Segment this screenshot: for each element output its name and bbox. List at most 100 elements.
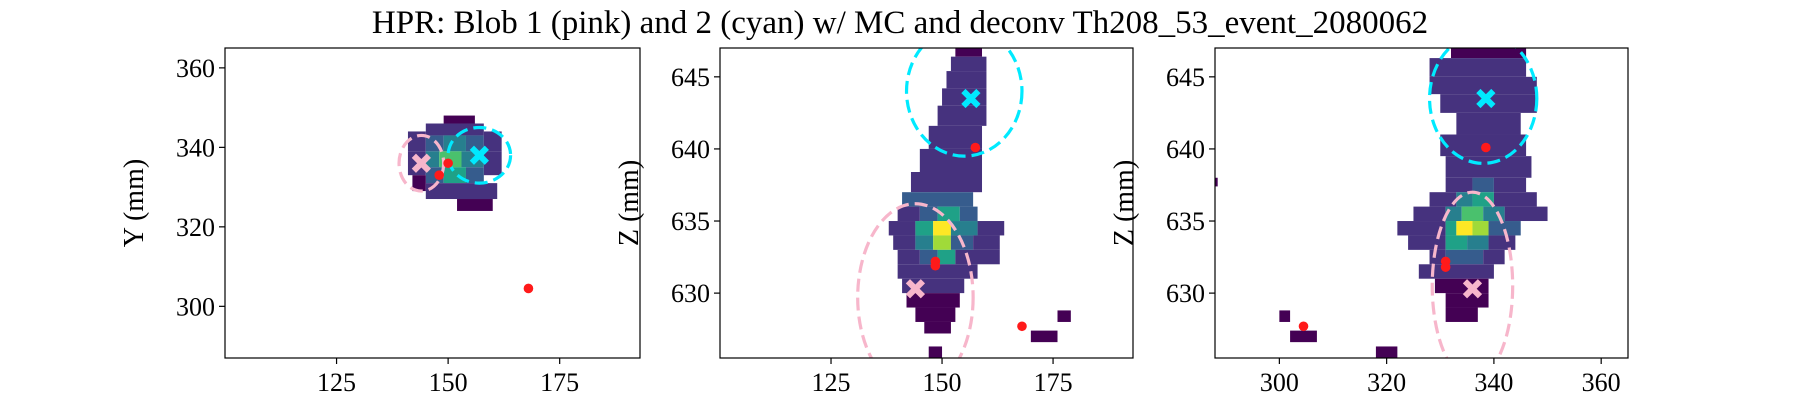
x-tick-label: 340 [1474, 368, 1513, 397]
plot-area [1215, 48, 1548, 358]
figure-title: HPR: Blob 1 (pink) and 2 (cyan) w/ MC an… [372, 5, 1428, 41]
heatmap-cell [959, 206, 978, 222]
heatmap-cell [1030, 330, 1058, 343]
heatmap-cell [483, 131, 502, 152]
y-axis-label: Z (mm) [1109, 160, 1140, 246]
y-tick-label: 640 [671, 135, 710, 164]
y-tick-label: 640 [1166, 135, 1205, 164]
heatmap-cell [946, 71, 987, 89]
heatmap-cell [1413, 206, 1446, 222]
mc-point [930, 260, 941, 271]
subplots: 125 150 175 300 320 340 360 Y (mm) 125 150 175 630 6… [119, 47, 1629, 397]
heatmap-cell [1397, 221, 1446, 236]
heatmap-cell [928, 125, 983, 149]
heatmap-cell [1483, 249, 1505, 265]
heatmap-cell [973, 235, 1000, 250]
heatmap-cell [1057, 310, 1071, 322]
x-tick-label: 175 [1034, 368, 1073, 397]
heatmap-cell [1488, 235, 1516, 250]
y-axis-label: Y (mm) [119, 159, 150, 247]
x-tick-label: 175 [540, 368, 579, 397]
mc-point [970, 142, 981, 153]
blob1-marker [905, 279, 926, 299]
y-axis-label: Z (mm) [614, 160, 645, 246]
heatmap-cell [897, 206, 920, 222]
heatmap-cell [937, 105, 987, 126]
mc-point [1298, 321, 1309, 332]
heatmap-cell [425, 123, 484, 136]
blob1-marker [1462, 279, 1483, 299]
axes-frame [719, 47, 1134, 359]
heatmap-cell [937, 206, 960, 222]
heatmap-cell [1429, 58, 1527, 77]
y-tick-label: 300 [176, 292, 215, 321]
heatmap-cell [924, 321, 951, 334]
heatmap-cell [1290, 330, 1317, 343]
heatmap-cell [1445, 307, 1478, 322]
heatmap-cell [425, 183, 498, 200]
subplot-1: 125 150 175 300 320 340 360 Y (mm) [119, 47, 641, 397]
y-tick-label: 320 [176, 213, 215, 242]
mc-point [523, 283, 534, 294]
y-tick-label: 630 [1166, 279, 1205, 308]
plot-area [397, 115, 534, 294]
blob2-marker [1476, 88, 1496, 109]
blob1-ellipse [1430, 190, 1515, 358]
heatmap-cell [1445, 235, 1468, 250]
y-tick-label: 645 [671, 63, 710, 92]
subplot-3: 300 320 340 360 630 635 640 645 Z (mm) [1109, 47, 1629, 397]
blob2-ellipse [1427, 48, 1539, 165]
x-tick-label: 125 [317, 368, 356, 397]
blob2-ellipse [904, 48, 1024, 158]
heatmap-cell [937, 249, 956, 265]
heatmap-cell [412, 175, 426, 192]
y-tick-label: 630 [671, 279, 710, 308]
y-tick-label: 635 [671, 207, 710, 236]
heatmap-cell [910, 172, 983, 193]
heatmap-cell [1445, 221, 1457, 236]
heatmap-cell [1445, 249, 1484, 265]
y-tick-label: 635 [1166, 207, 1205, 236]
mc-point [443, 158, 453, 169]
y-tick-label: 340 [176, 133, 215, 162]
heatmap-cell [919, 206, 938, 222]
mc-point [434, 170, 444, 180]
heatmap-cell [919, 148, 983, 172]
heatmap-cell [1456, 112, 1521, 135]
heatmap-cell [1493, 177, 1527, 193]
heatmap-cell [928, 346, 943, 358]
heatmap-cell [443, 135, 466, 152]
mc-point [1440, 262, 1451, 272]
heatmap-cell [977, 221, 1005, 236]
mc-point [1481, 142, 1491, 153]
x-tick-label: 125 [812, 368, 851, 397]
blob2-ellipse [446, 125, 513, 185]
y-tick-label: 645 [1166, 63, 1205, 92]
plot-area [856, 48, 1071, 358]
heatmap-cell [1215, 177, 1218, 187]
heatmap-cell [465, 167, 484, 184]
subplot-2: 125 150 175 630 635 640 645 Z (mm) [614, 47, 1134, 397]
heatmap-cell [483, 151, 502, 176]
heatmap-cell [1408, 235, 1446, 250]
heatmap-cell [1504, 206, 1548, 222]
x-tick-label: 150 [429, 368, 468, 397]
blob2-marker [961, 88, 981, 109]
heatmap-cell [1472, 221, 1489, 236]
x-tick-label: 150 [923, 368, 962, 397]
heatmap-cell [425, 151, 440, 168]
heatmap-cell [1488, 221, 1521, 236]
heatmap-cell [1456, 221, 1473, 236]
heatmap-cell [950, 56, 987, 72]
blob1-marker [411, 153, 431, 173]
heatmap-cell [1434, 278, 1489, 294]
heatmap-cell [1429, 76, 1537, 95]
heatmap-cell [1375, 346, 1398, 358]
heatmap-cell [1445, 156, 1532, 178]
heatmap-cell [465, 135, 484, 152]
heatmap-cell [902, 192, 974, 207]
mc-point [1017, 321, 1027, 332]
x-tick-label: 300 [1260, 368, 1299, 397]
blob1-ellipse [856, 202, 975, 358]
